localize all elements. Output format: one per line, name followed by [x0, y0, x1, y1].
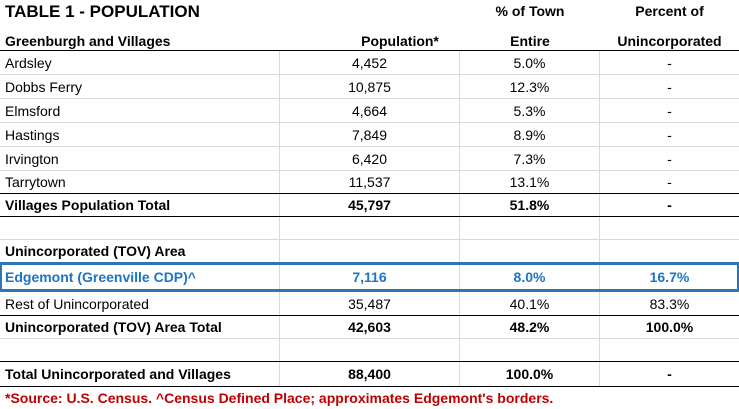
row-population: 45,797: [280, 194, 460, 216]
row-pct-town: 100.0%: [460, 362, 600, 386]
row-pct-town: 8.9%: [460, 123, 600, 146]
row-pct-uninc: 83.3%: [649, 295, 690, 312]
row-name: Total Unincorporated and Villages: [0, 362, 280, 386]
row-name: Edgemont (Greenville CDP)^: [0, 263, 280, 291]
row-pct-uninc: -: [667, 54, 672, 71]
header-pct-uninc-line1: Percent of: [635, 3, 704, 19]
row-pct-uninc: 100.0%: [645, 319, 694, 335]
row-population: 11,537: [280, 171, 460, 193]
header-pct-town: % of Town Entire: [460, 0, 600, 50]
row-name: Elmsford: [0, 99, 280, 122]
row-pct-town: 51.8%: [460, 194, 600, 216]
row-pct-town: 5.0%: [460, 51, 600, 74]
row-name: Unincorporated (TOV) Area Total: [0, 316, 280, 338]
header-title-cell: TABLE 1 - POPULATION Greenburgh and Vill…: [0, 0, 280, 50]
row-pct-town: 8.0%: [460, 263, 600, 291]
row-pct-uninc: -: [667, 366, 672, 382]
grand-total-row: Total Unincorporated and Villages 88,400…: [0, 362, 739, 387]
row-name: Ardsley: [0, 51, 280, 74]
source-note-row: *Source: U.S. Census. ^Census Defined Pl…: [0, 387, 739, 409]
table-row: Elmsford 4,664 5.3% -: [0, 99, 739, 123]
row-pct-uninc: -: [667, 102, 672, 119]
row-name: Hastings: [0, 123, 280, 146]
table-header: TABLE 1 - POPULATION Greenburgh and Vill…: [0, 0, 739, 51]
row-pct-uninc: -: [667, 174, 672, 190]
row-pct-uninc: -: [667, 126, 672, 143]
uninc-total-row: Unincorporated (TOV) Area Total 42,603 4…: [0, 316, 739, 339]
header-pct-town-line1: % of Town: [495, 3, 565, 19]
edgemont-row: Edgemont (Greenville CDP)^ 7,116 8.0% 16…: [0, 262, 739, 292]
table-row: Ardsley 4,452 5.0% -: [0, 51, 739, 75]
row-population: 6,420: [280, 147, 460, 170]
row-population: 7,849: [280, 123, 460, 146]
uninc-heading: Unincorporated (TOV) Area: [0, 240, 280, 262]
table-row: Irvington 6,420 7.3% -: [0, 147, 739, 171]
row-name: Irvington: [0, 147, 280, 170]
row-population: 10,875: [280, 75, 460, 98]
row-name: Tarrytown: [0, 171, 280, 193]
row-population: 7,116: [280, 263, 460, 291]
table-subtitle: Greenburgh and Villages: [5, 33, 171, 49]
spacer-row: [0, 339, 739, 362]
row-population: 4,664: [280, 99, 460, 122]
row-population: 35,487: [280, 292, 460, 315]
header-pct-uninc-line2: Unincorporated: [617, 33, 722, 49]
row-pct-uninc: -: [667, 197, 672, 213]
spacer-row: [0, 217, 739, 240]
row-pct-town: 7.3%: [460, 147, 600, 170]
source-note: *Source: U.S. Census. ^Census Defined Pl…: [5, 390, 554, 406]
row-pct-town: 48.2%: [460, 316, 600, 338]
row-name: Rest of Unincorporated: [0, 292, 280, 315]
row-population: 42,603: [280, 316, 460, 338]
row-pct-town: 12.3%: [460, 75, 600, 98]
table-row: Tarrytown 11,537 13.1% -: [0, 171, 739, 194]
row-pct-uninc: -: [667, 78, 672, 95]
header-pct-town-line2: Entire: [510, 33, 550, 49]
row-pct-town: 5.3%: [460, 99, 600, 122]
row-pct-uninc: 16.7%: [649, 269, 690, 285]
table-title: TABLE 1 - POPULATION: [5, 2, 200, 21]
table-row: Dobbs Ferry 10,875 12.3% -: [0, 75, 739, 99]
header-population-label: Population*: [361, 33, 439, 49]
row-pct-town: 40.1%: [460, 292, 600, 315]
table-row: Hastings 7,849 8.9% -: [0, 123, 739, 147]
villages-total-row: Villages Population Total 45,797 51.8% -: [0, 194, 739, 217]
header-pct-uninc: Percent of Unincorporated: [600, 0, 739, 50]
row-pct-uninc: -: [667, 150, 672, 167]
row-name: Villages Population Total: [0, 194, 280, 216]
row-population: 88,400: [280, 362, 460, 386]
table-row: Rest of Unincorporated 35,487 40.1% 83.3…: [0, 292, 739, 316]
uninc-heading-row: Unincorporated (TOV) Area: [0, 240, 739, 263]
row-population: 4,452: [280, 51, 460, 74]
row-pct-town: 13.1%: [460, 171, 600, 193]
header-population: Population*: [280, 0, 460, 50]
row-name: Dobbs Ferry: [0, 75, 280, 98]
